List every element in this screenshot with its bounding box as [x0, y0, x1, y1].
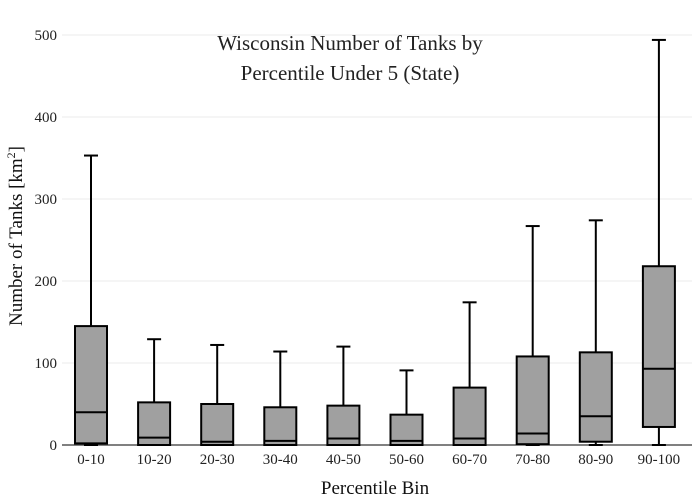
- box-70-80: [515, 225, 550, 446]
- box-plot-series: [74, 38, 676, 447]
- iqr-box: [578, 351, 613, 443]
- box-10-20: [137, 338, 172, 446]
- box-20-30: [200, 343, 235, 446]
- x-axis-title: Percentile Bin: [321, 478, 430, 499]
- x-tick-label: 50-60: [389, 452, 424, 468]
- y-tick-labels: 0 100 200 300 400 500: [35, 28, 58, 454]
- box-40-50: [326, 345, 361, 447]
- box-50-60: [389, 369, 424, 447]
- chart-title-line-2: Percentile Under 5 (State): [241, 61, 460, 85]
- x-tick-label: 20-30: [200, 452, 235, 468]
- x-tick-label: 80-90: [578, 452, 613, 468]
- y-axis-title-close: ]: [6, 146, 27, 152]
- x-tick-label: 30-40: [263, 452, 298, 468]
- y-tick-label: 400: [35, 110, 58, 126]
- y-tick-label: 100: [35, 356, 58, 372]
- iqr-box: [200, 403, 235, 446]
- box-80-90: [578, 219, 613, 446]
- x-tick-label: 70-80: [515, 452, 550, 468]
- x-tick-label: 40-50: [326, 452, 361, 468]
- iqr-box: [515, 355, 550, 446]
- y-axis-title-main: Number of Tanks [km: [6, 158, 27, 326]
- x-tick-label: 90-100: [638, 452, 681, 468]
- y-axis-title-superscript: 2: [4, 152, 18, 158]
- y-axis-title: Number of Tanks [km2]: [4, 146, 27, 326]
- y-tick-label: 0: [50, 438, 58, 454]
- y-tick-label: 200: [35, 274, 58, 290]
- iqr-box: [263, 406, 298, 446]
- y-tick-label: 300: [35, 192, 58, 208]
- box-0-10: [74, 154, 108, 446]
- x-tick-label: 10-20: [137, 452, 172, 468]
- iqr-box: [74, 325, 108, 445]
- box-60-70: [452, 301, 487, 447]
- iqr-box: [452, 386, 487, 447]
- x-tick-labels: 0-10 10-20 20-30 30-40 40-50 50-60 60-70 70-80 8…: [77, 452, 680, 468]
- iqr-box: [641, 265, 676, 428]
- x-tick-label: 0-10: [77, 452, 105, 468]
- box-90-100: [641, 38, 676, 446]
- x-tick-label: 60-70: [452, 452, 487, 468]
- box-30-40: [263, 350, 298, 446]
- y-tick-label: 500: [35, 28, 58, 44]
- chart-title-line-1: Wisconsin Number of Tanks by: [217, 31, 483, 55]
